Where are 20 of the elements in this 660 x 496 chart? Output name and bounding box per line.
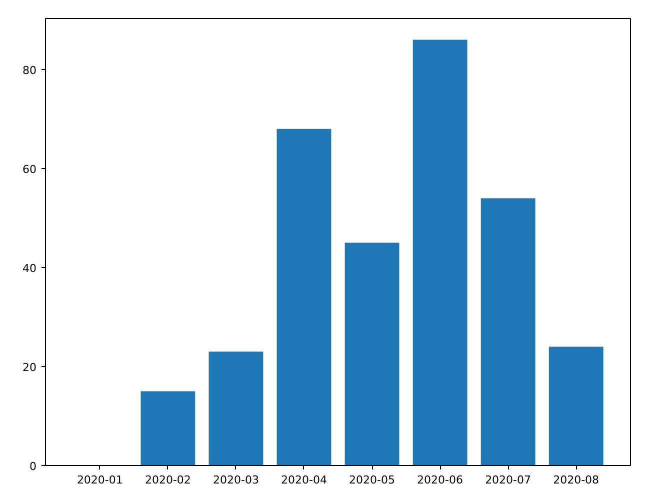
bar (412, 40, 468, 466)
x-tick-label: 2020-04 (281, 474, 327, 486)
y-tick-label: 0 (30, 460, 36, 473)
bar (480, 198, 536, 466)
x-tick-label: 2020-03 (212, 474, 259, 486)
y-tick-label: 80 (22, 64, 37, 77)
bar (276, 128, 332, 466)
x-tick-label: 2020-06 (417, 474, 464, 486)
bar (140, 391, 196, 466)
bar (548, 346, 604, 466)
x-tick-label: 2020-07 (485, 474, 532, 486)
bar (344, 242, 400, 466)
y-tick-label: 40 (22, 262, 37, 275)
y-tick-label: 60 (22, 162, 37, 176)
x-tick-label: 2020-08 (553, 474, 600, 486)
bar (208, 352, 264, 466)
x-tick-label: 2020-02 (144, 474, 191, 486)
y-tick-label: 20 (22, 360, 37, 374)
x-tick-label: 2020-05 (349, 474, 395, 486)
x-tick-label: 2020-01 (76, 474, 123, 486)
